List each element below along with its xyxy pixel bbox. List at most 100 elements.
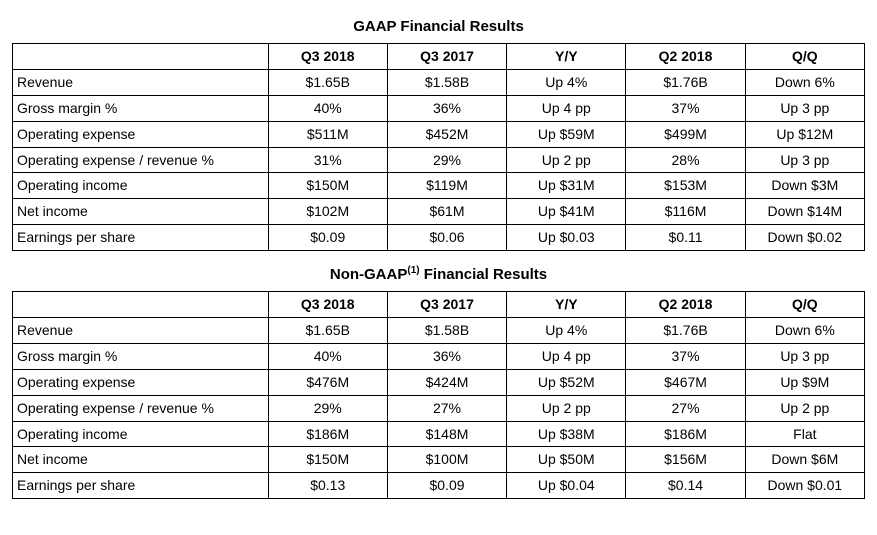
row-value: 27% bbox=[626, 395, 745, 421]
row-value: 40% bbox=[268, 343, 387, 369]
row-label: Revenue bbox=[13, 69, 269, 95]
column-header bbox=[13, 44, 269, 70]
row-value: $148M bbox=[387, 421, 506, 447]
row-value: Up 2 pp bbox=[507, 395, 626, 421]
column-header: Q3 2018 bbox=[268, 292, 387, 318]
row-label: Operating expense bbox=[13, 121, 269, 147]
table-row: Earnings per share$0.13$0.09Up $0.04$0.1… bbox=[13, 473, 865, 499]
row-value: $1.65B bbox=[268, 69, 387, 95]
row-value: $100M bbox=[387, 447, 506, 473]
row-label: Operating expense bbox=[13, 369, 269, 395]
row-value: Up 4 pp bbox=[507, 95, 626, 121]
row-value: 37% bbox=[626, 95, 745, 121]
row-value: Up $9M bbox=[745, 369, 864, 395]
row-value: Down $3M bbox=[745, 173, 864, 199]
table-row: Revenue$1.65B$1.58BUp 4%$1.76BDown 6% bbox=[13, 318, 865, 344]
row-value: $186M bbox=[626, 421, 745, 447]
row-label: Operating income bbox=[13, 421, 269, 447]
row-value: $467M bbox=[626, 369, 745, 395]
column-header: Q/Q bbox=[745, 292, 864, 318]
row-value: Up 2 pp bbox=[745, 395, 864, 421]
row-value: Up $12M bbox=[745, 121, 864, 147]
row-label: Gross margin % bbox=[13, 343, 269, 369]
row-value: Up 3 pp bbox=[745, 147, 864, 173]
row-value: 36% bbox=[387, 343, 506, 369]
row-value: Up $38M bbox=[507, 421, 626, 447]
table-title: GAAP Financial Results bbox=[12, 18, 865, 35]
column-header: Q2 2018 bbox=[626, 292, 745, 318]
row-value: Flat bbox=[745, 421, 864, 447]
row-value: $476M bbox=[268, 369, 387, 395]
table-header-row: Q3 2018Q3 2017Y/YQ2 2018Q/Q bbox=[13, 292, 865, 318]
column-header: Q3 2017 bbox=[387, 44, 506, 70]
row-value: $150M bbox=[268, 173, 387, 199]
row-value: $0.09 bbox=[387, 473, 506, 499]
row-value: $156M bbox=[626, 447, 745, 473]
row-value: Up $50M bbox=[507, 447, 626, 473]
row-value: $0.14 bbox=[626, 473, 745, 499]
row-value: Up 3 pp bbox=[745, 343, 864, 369]
table-row: Gross margin %40%36%Up 4 pp37%Up 3 pp bbox=[13, 95, 865, 121]
row-value: $511M bbox=[268, 121, 387, 147]
row-value: $0.06 bbox=[387, 225, 506, 251]
table-header-row: Q3 2018Q3 2017Y/YQ2 2018Q/Q bbox=[13, 44, 865, 70]
row-value: Up $41M bbox=[507, 199, 626, 225]
financial-table: Q3 2018Q3 2017Y/YQ2 2018Q/QRevenue$1.65B… bbox=[12, 291, 865, 499]
table-row: Revenue$1.65B$1.58BUp 4%$1.76BDown 6% bbox=[13, 69, 865, 95]
row-label: Earnings per share bbox=[13, 473, 269, 499]
row-value: Up 4% bbox=[507, 69, 626, 95]
row-value: 29% bbox=[387, 147, 506, 173]
row-value: Down 6% bbox=[745, 69, 864, 95]
row-value: $116M bbox=[626, 199, 745, 225]
row-value: $0.09 bbox=[268, 225, 387, 251]
row-value: Down 6% bbox=[745, 318, 864, 344]
table-row: Earnings per share$0.09$0.06Up $0.03$0.1… bbox=[13, 225, 865, 251]
table-row: Net income$150M$100MUp $50M$156MDown $6M bbox=[13, 447, 865, 473]
row-value: 37% bbox=[626, 343, 745, 369]
row-label: Operating income bbox=[13, 173, 269, 199]
table-row: Operating expense / revenue %31%29%Up 2 … bbox=[13, 147, 865, 173]
column-header: Q2 2018 bbox=[626, 44, 745, 70]
row-label: Net income bbox=[13, 199, 269, 225]
financial-table: Q3 2018Q3 2017Y/YQ2 2018Q/QRevenue$1.65B… bbox=[12, 43, 865, 251]
table-row: Net income$102M$61MUp $41M$116MDown $14M bbox=[13, 199, 865, 225]
row-value: $102M bbox=[268, 199, 387, 225]
row-value: $1.65B bbox=[268, 318, 387, 344]
row-value: $499M bbox=[626, 121, 745, 147]
row-value: Up $0.03 bbox=[507, 225, 626, 251]
column-header: Q/Q bbox=[745, 44, 864, 70]
table-row: Operating expense$476M$424MUp $52M$467MU… bbox=[13, 369, 865, 395]
row-value: Up $52M bbox=[507, 369, 626, 395]
row-label: Operating expense / revenue % bbox=[13, 147, 269, 173]
table-row: Operating income$186M$148MUp $38M$186MFl… bbox=[13, 421, 865, 447]
row-value: $61M bbox=[387, 199, 506, 225]
row-value: Up 4% bbox=[507, 318, 626, 344]
row-value: 31% bbox=[268, 147, 387, 173]
row-value: Down $0.02 bbox=[745, 225, 864, 251]
row-value: Up $31M bbox=[507, 173, 626, 199]
row-value: Down $6M bbox=[745, 447, 864, 473]
row-value: $1.58B bbox=[387, 318, 506, 344]
row-value: Down $14M bbox=[745, 199, 864, 225]
row-value: Up 4 pp bbox=[507, 343, 626, 369]
row-label: Net income bbox=[13, 447, 269, 473]
row-value: $186M bbox=[268, 421, 387, 447]
column-header: Y/Y bbox=[507, 292, 626, 318]
table-row: Operating expense / revenue %29%27%Up 2 … bbox=[13, 395, 865, 421]
row-value: 27% bbox=[387, 395, 506, 421]
row-value: Up 3 pp bbox=[745, 95, 864, 121]
row-value: Up $0.04 bbox=[507, 473, 626, 499]
row-value: 29% bbox=[268, 395, 387, 421]
table-row: Operating expense$511M$452MUp $59M$499MU… bbox=[13, 121, 865, 147]
row-value: $1.58B bbox=[387, 69, 506, 95]
row-value: $1.76B bbox=[626, 318, 745, 344]
column-header: Q3 2017 bbox=[387, 292, 506, 318]
table-row: Operating income$150M$119MUp $31M$153MDo… bbox=[13, 173, 865, 199]
column-header: Y/Y bbox=[507, 44, 626, 70]
row-value: Up $59M bbox=[507, 121, 626, 147]
row-value: $1.76B bbox=[626, 69, 745, 95]
row-value: Down $0.01 bbox=[745, 473, 864, 499]
row-label: Earnings per share bbox=[13, 225, 269, 251]
column-header bbox=[13, 292, 269, 318]
financial-results-root: GAAP Financial ResultsQ3 2018Q3 2017Y/YQ… bbox=[12, 18, 865, 499]
